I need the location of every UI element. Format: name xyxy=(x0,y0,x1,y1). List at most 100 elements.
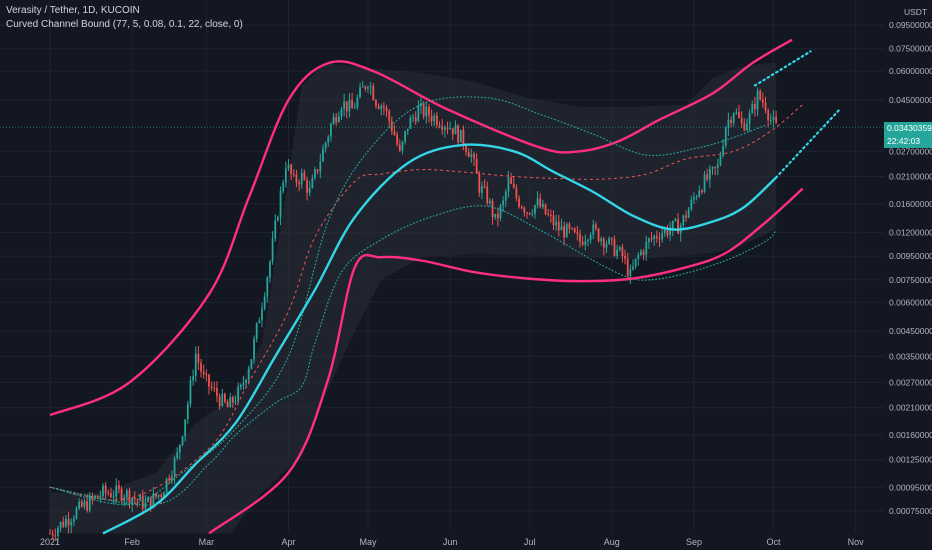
candle-body xyxy=(507,177,510,192)
candle-body xyxy=(189,380,192,404)
candle-body xyxy=(287,164,290,169)
candle-body xyxy=(602,238,605,248)
candle-body xyxy=(481,186,483,193)
candle-body xyxy=(245,380,247,384)
candle-body xyxy=(295,174,298,183)
candlesticks[interactable] xyxy=(49,81,777,543)
candle-body xyxy=(292,173,295,175)
candle-body xyxy=(388,111,391,122)
candle-body xyxy=(319,161,322,172)
candle-body xyxy=(610,237,613,239)
candle-body xyxy=(730,119,732,123)
candle-body xyxy=(216,387,218,397)
candle-body xyxy=(640,251,642,255)
candle-body xyxy=(547,214,550,216)
candle-body xyxy=(748,113,751,124)
price-tick-label: 0.07500000 xyxy=(889,44,932,54)
candle-body xyxy=(364,86,367,89)
candle-body xyxy=(102,485,104,496)
candle-body xyxy=(359,87,361,98)
candle-body xyxy=(738,112,740,118)
time-tick-label: Jun xyxy=(443,537,458,547)
candle-body xyxy=(324,142,327,149)
candle-body xyxy=(539,198,542,208)
candle-body xyxy=(316,169,319,172)
candle-body xyxy=(621,247,624,256)
price-tick-label: 0.01600000 xyxy=(889,199,932,209)
candle-body xyxy=(632,266,634,270)
time-tick-label: May xyxy=(359,537,377,547)
candle-body xyxy=(213,387,216,389)
candle-body xyxy=(446,127,449,130)
candle-body xyxy=(714,167,717,169)
candle-body xyxy=(303,172,306,180)
candle-body xyxy=(67,518,70,526)
candle-body xyxy=(589,234,592,241)
candle-body xyxy=(581,241,584,245)
candle-body xyxy=(732,113,735,123)
candle-body xyxy=(205,374,208,376)
candle-body xyxy=(687,209,690,218)
candle-body xyxy=(104,485,107,493)
candle-body xyxy=(186,403,189,420)
candle-body xyxy=(740,117,743,124)
candle-body xyxy=(616,249,618,256)
candle-body xyxy=(722,145,724,156)
candle-body xyxy=(499,205,502,219)
candle-body xyxy=(202,371,205,375)
candle-body xyxy=(59,521,62,529)
candle-body xyxy=(489,200,491,204)
candle-body xyxy=(107,492,110,494)
candle-body xyxy=(648,238,650,242)
candle-body xyxy=(263,296,266,309)
indicator-title[interactable]: Curved Channel Bound (77, 5, 0.08, 0.1, … xyxy=(6,19,243,30)
price-tick-label: 0.00350000 xyxy=(889,351,932,361)
candle-body xyxy=(751,103,754,114)
price-tick-label: 0.00950000 xyxy=(889,251,932,261)
price-tick-label: 0.00450000 xyxy=(889,326,932,336)
cloud-area xyxy=(50,63,777,534)
price-tick-label: 0.06000000 xyxy=(889,66,932,76)
candle-body xyxy=(155,493,157,497)
candle-body xyxy=(269,261,271,278)
candle-body xyxy=(343,101,346,110)
candle-body xyxy=(716,164,719,168)
candle-body xyxy=(409,117,412,129)
candle-body xyxy=(75,508,78,519)
candle-body xyxy=(133,498,136,500)
candle-body xyxy=(571,228,573,230)
candle-body xyxy=(502,200,505,206)
candle-body xyxy=(467,151,470,158)
time-tick-label: Oct xyxy=(766,537,781,547)
candle-body xyxy=(637,254,640,259)
candle-body xyxy=(473,154,475,159)
candle-body xyxy=(348,99,351,112)
candle-body xyxy=(483,186,486,188)
candle-body xyxy=(224,393,226,402)
candle-body xyxy=(677,219,679,234)
candle-body xyxy=(266,277,269,297)
candle-body xyxy=(380,106,383,109)
candle-body xyxy=(563,226,565,238)
candle-body xyxy=(613,238,616,256)
candle-body xyxy=(690,199,693,210)
candle-body xyxy=(70,521,73,526)
candle-body xyxy=(769,120,772,122)
candle-body xyxy=(642,251,645,255)
candle-body xyxy=(306,179,308,193)
price-axis[interactable]: 0.170000000.095000000.075000000.06000000… xyxy=(889,0,932,516)
candle-body xyxy=(433,115,436,122)
candle-body xyxy=(404,131,406,142)
candle-body xyxy=(128,490,131,504)
candle-body xyxy=(406,128,409,132)
candle-body xyxy=(125,490,128,498)
candle-body xyxy=(210,386,213,388)
candle-body xyxy=(200,362,202,372)
candle-body xyxy=(96,495,99,498)
price-tick-label: 0.00600000 xyxy=(889,297,932,307)
candle-body xyxy=(78,501,81,509)
axis-unit-label: USDT xyxy=(904,7,927,17)
time-axis[interactable]: 2021 Feb Mar Apr May Jun Jul Aug Sep Oct Nov xyxy=(40,537,864,547)
candle-body xyxy=(181,436,184,445)
